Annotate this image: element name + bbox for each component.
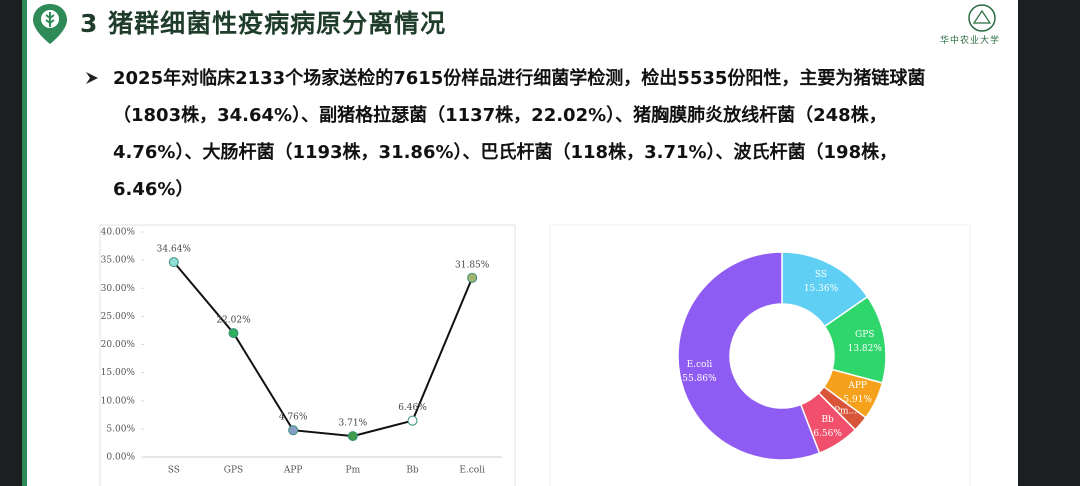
x-tick-label: SS [168,466,180,476]
y-tick-label: 15.00% [101,368,136,378]
point [347,431,358,442]
pin-icon [33,4,67,44]
y-tick-label: 5.00% [106,424,135,434]
accent-bar [22,0,27,486]
point [407,415,418,426]
x-tick-label: Pm [346,466,361,476]
data-label: 3.71% [339,419,368,429]
slice-label: GPS [855,330,874,340]
y-tick-label: 30.00% [101,284,136,294]
slice-label: APP [847,381,867,391]
y-tick-label: 10.00% [101,396,136,406]
logo-text: 华中农业大学 [940,36,1001,46]
charts: 0.00% 5.00% 10.00% 15.00% 20.00% 25.00% 30.00%… [99,224,971,486]
data-label: 4.76% [279,413,308,423]
slice-label: Pm... [834,406,857,416]
point [467,272,478,283]
line-panel [99,224,516,486]
y-tick-label: 20.00% [101,340,136,350]
slice-label: Bb [821,415,834,425]
y-tick-label: 40.00% [101,228,136,238]
data-label: 31.85% [455,260,490,270]
slice-value-label: 13.82% [848,344,883,354]
data-label: 34.64% [157,245,192,255]
point [288,425,299,436]
slice-value-label: 15.36% [804,284,839,294]
x-tick-label: Bb [406,466,419,476]
paragraph: 2025年对临床2133个场家送检的7615份样品进行细菌学检测，检出5535份… [113,68,926,200]
x-tick-label: GPS [224,466,243,476]
x-tick-label: APP [283,466,303,476]
slide-title: 3 猪群细菌性疫病病原分离情况 [80,9,447,38]
logo-emblem [968,4,996,32]
point [228,328,239,339]
donut-slice [677,251,821,461]
slice-label: SS [815,270,827,280]
data-label: 6.46% [398,403,427,413]
slide: 3 猪群细菌性疫病病原分离情况 华中农业大学 2025年对临床2133个场家送检… [22,0,1018,486]
slice-value-label: 6.56% [813,429,842,439]
line [173,261,474,438]
y-tick-label: 35.00% [101,256,136,266]
point [168,257,179,268]
y-tick-label: 0.00% [106,453,135,463]
data-label: 22.02% [216,316,251,326]
slice-value-label: 5.91% [843,395,872,405]
y-tick-label: 25.00% [101,312,136,322]
slice-value-label: 55.86% [682,374,717,384]
bullet [86,72,98,84]
x-tick-label: E.coli [459,466,485,476]
slice-label: E.coli [687,360,713,370]
